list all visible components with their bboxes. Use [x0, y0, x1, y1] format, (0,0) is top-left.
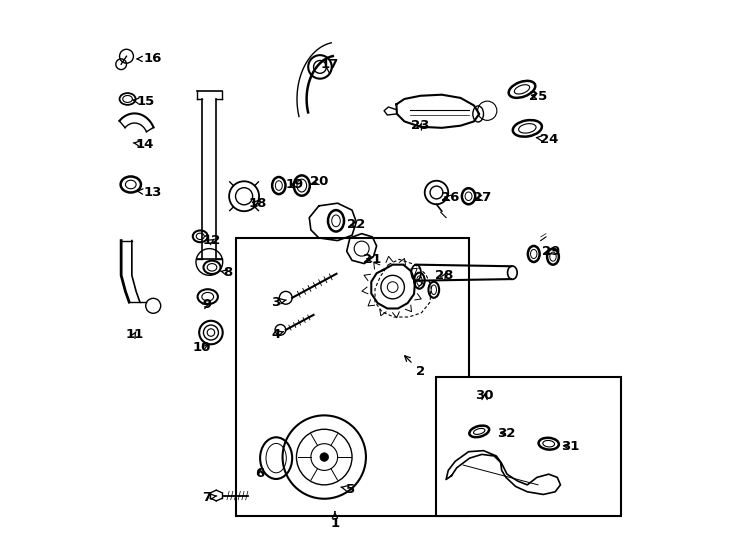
Bar [437, 377, 621, 516]
Text: 28: 28 [435, 269, 454, 282]
Text: 3: 3 [272, 295, 286, 308]
Text: 5: 5 [341, 483, 355, 496]
Text: 1: 1 [330, 512, 340, 530]
Text: 13: 13 [137, 186, 162, 199]
Text: 26: 26 [440, 191, 459, 204]
Text: 25: 25 [529, 90, 547, 103]
Text: 7: 7 [202, 491, 217, 504]
Text: 17: 17 [321, 58, 338, 74]
Text: 30: 30 [476, 389, 494, 402]
Text: 4: 4 [272, 328, 283, 341]
Text: 32: 32 [497, 427, 515, 440]
Text: 18: 18 [248, 197, 266, 210]
Text: 6: 6 [255, 467, 265, 480]
Text: 2: 2 [404, 356, 425, 378]
Text: 9: 9 [202, 298, 211, 311]
Text: 22: 22 [347, 218, 366, 231]
Circle shape [320, 453, 329, 461]
Text: 23: 23 [411, 119, 429, 132]
Text: 21: 21 [363, 253, 382, 266]
Text: 10: 10 [192, 341, 211, 354]
Text: 16: 16 [137, 52, 162, 65]
Text: 8: 8 [221, 266, 233, 279]
Text: 31: 31 [561, 440, 579, 453]
Text: 20: 20 [310, 176, 328, 188]
Text: 29: 29 [542, 245, 561, 258]
Text: 14: 14 [134, 138, 154, 151]
Bar [236, 238, 468, 516]
Text: 19: 19 [286, 178, 304, 191]
Text: 24: 24 [537, 132, 558, 146]
Text: 15: 15 [133, 95, 154, 108]
Text: 11: 11 [126, 328, 144, 341]
Text: 12: 12 [203, 234, 221, 247]
Text: 27: 27 [473, 191, 491, 204]
